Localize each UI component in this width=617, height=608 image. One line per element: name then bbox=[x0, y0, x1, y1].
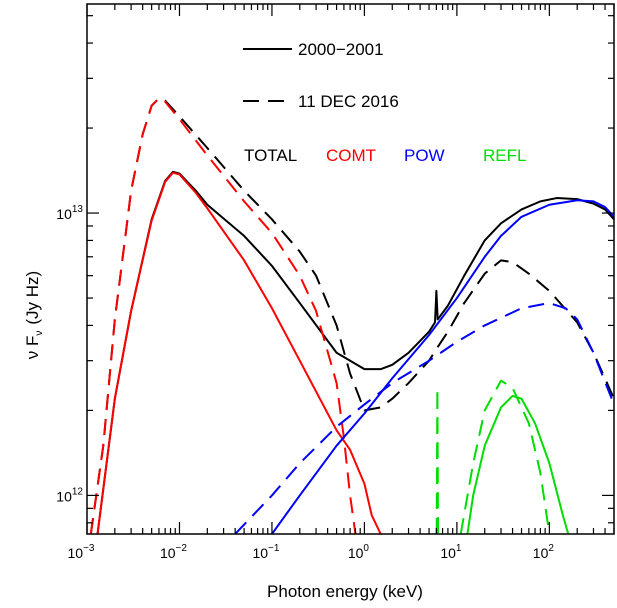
series-total-solid bbox=[96, 170, 614, 534]
y-tick-label: 1012 bbox=[56, 486, 83, 504]
y-axis-label-sub: ν bbox=[34, 331, 45, 336]
y-axis-label: ν Fν (Jy Hz) bbox=[23, 271, 45, 359]
x-tick-label: 10−1 bbox=[252, 543, 279, 561]
tick-layer bbox=[86, 4, 615, 534]
series-refl-dashed bbox=[459, 379, 551, 534]
x-axis-label: Photon energy (keV) bbox=[267, 582, 423, 601]
plot-frame bbox=[86, 3, 615, 535]
x-tick-label: 10−3 bbox=[68, 543, 95, 561]
x-tick-label: 10−2 bbox=[160, 543, 187, 561]
x-tick-label: 102 bbox=[533, 543, 555, 561]
series-pow-solid bbox=[271, 199, 614, 534]
y-tick-label: 1013 bbox=[56, 204, 83, 222]
series-refl-solid bbox=[466, 394, 570, 534]
curve-layer bbox=[89, 97, 614, 534]
y-axis-label-main: ν F bbox=[23, 336, 42, 360]
legend-dashed-label: 11 DEC 2016 bbox=[298, 92, 399, 111]
legend-refl-label: REFL bbox=[483, 146, 526, 165]
series-pow-dashed bbox=[234, 302, 614, 534]
series-comt-solid bbox=[96, 171, 382, 534]
legend-total-label: TOTAL bbox=[244, 146, 297, 165]
series-refl-dashed bbox=[435, 387, 440, 534]
tick-label-layer: 10−3 10−2 10−1 100 101 102 1012 1013 bbox=[56, 204, 554, 561]
x-tick-label: 101 bbox=[440, 543, 462, 561]
legend-pow-label: POW bbox=[404, 146, 445, 165]
legend: 2000−2001 11 DEC 2016 TOTAL COMT POW REF… bbox=[243, 40, 526, 165]
x-tick-label: 100 bbox=[348, 543, 370, 561]
legend-solid-label: 2000−2001 bbox=[298, 40, 384, 59]
y-axis-label-unit: (Jy Hz) bbox=[23, 271, 42, 325]
svg-text:ν Fν(Jy Hz): ν Fν (Jy Hz) bbox=[23, 271, 45, 359]
legend-comt-label: COMT bbox=[326, 146, 376, 165]
